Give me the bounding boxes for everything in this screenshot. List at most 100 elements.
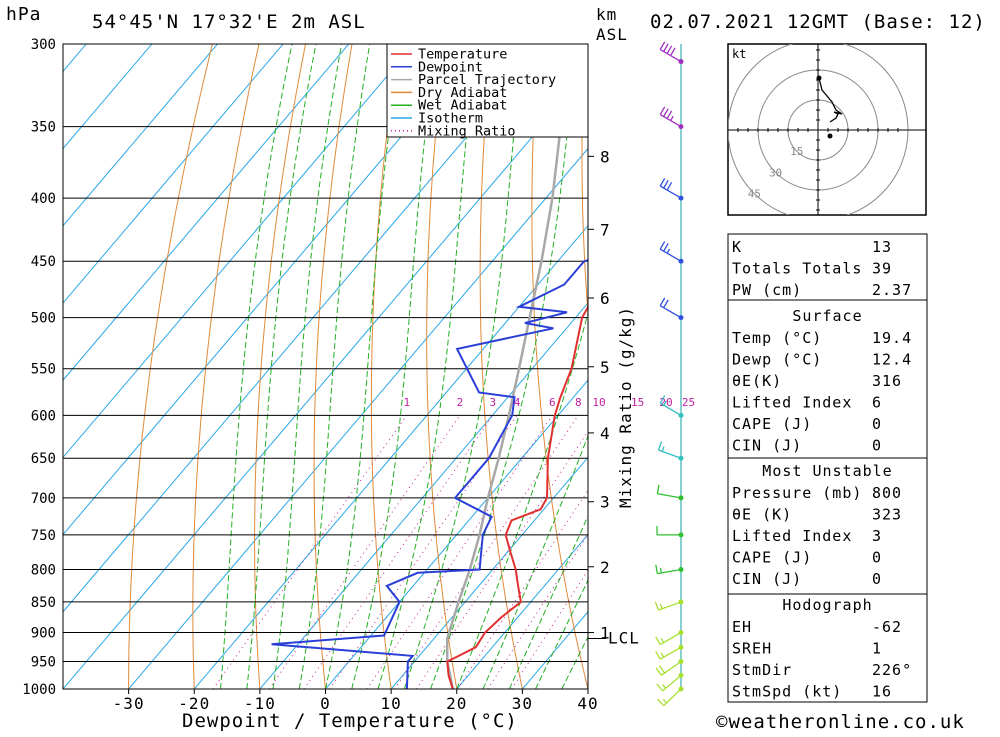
isotherm-line xyxy=(63,44,284,304)
wind-barb-flag xyxy=(663,400,667,406)
wet-adiabat-line xyxy=(535,579,588,689)
datetime-title: 02.07.2021 12GMT (Base: 12) xyxy=(650,11,986,33)
wind-barb-flag xyxy=(666,45,673,54)
surface-row-label: Dewp (°C) xyxy=(732,351,822,369)
dry-adiabat-line xyxy=(254,44,307,689)
most-unstable-table xyxy=(727,457,928,595)
isotherm-line xyxy=(390,456,588,689)
surface-row-value: 316 xyxy=(872,372,902,390)
wind-barb-flag xyxy=(670,115,674,121)
wind-profile xyxy=(654,41,684,707)
wind-barb-flag xyxy=(654,601,660,611)
wind-barb xyxy=(657,493,682,499)
wind-barb-flag xyxy=(661,684,667,689)
wind-barb-flag xyxy=(659,106,666,115)
indices-row-label: PW (cm) xyxy=(732,281,802,299)
most-unstable-row-value: 3 xyxy=(872,527,882,545)
wind-barb-flag xyxy=(655,564,659,574)
mixing-ratio-label: 10 xyxy=(592,396,605,409)
temperature-tick-label: -20 xyxy=(178,694,210,713)
wind-barb-flag xyxy=(659,395,666,404)
hodograph-ring-label: 15 xyxy=(790,145,803,158)
wind-barb-flag xyxy=(659,567,662,574)
most-unstable-row-value: 0 xyxy=(872,549,882,567)
temperature-axis: -30 -20 -10 0 10 20 30 40 xyxy=(113,689,598,713)
most-unstable-table-title: Most Unstable xyxy=(762,462,892,480)
temperature-tick-label: 40 xyxy=(577,694,598,713)
wind-barb-flag xyxy=(666,181,673,191)
pressure-axis: 300 350 400 450 500 550 600 650 700 750 800 850 900 9… xyxy=(22,37,56,698)
wind-barb-flag xyxy=(659,177,666,187)
surface-row-label: Lifted Index xyxy=(732,394,852,412)
pressure-lines xyxy=(63,44,588,689)
wind-barb-flag xyxy=(657,441,663,451)
wind-barb-flag xyxy=(663,179,669,189)
hodograph-top-point xyxy=(816,75,822,81)
wet-adiabat-line xyxy=(482,434,588,689)
copyright: ©weatheronline.co.uk xyxy=(716,711,965,733)
km-tick-label: 4 xyxy=(600,424,611,443)
wet-adiabat-line xyxy=(272,44,343,689)
wind-barb-flag xyxy=(663,243,669,252)
legend-entry: Mixing Ratio xyxy=(418,123,516,139)
hodograph-row-label: EH xyxy=(732,618,752,636)
most-unstable-row-value: 800 xyxy=(872,484,902,502)
hodograph: 15 30 45 kt xyxy=(727,43,927,216)
km-tick-label: 3 xyxy=(600,493,611,512)
pressure-tick-label: 750 xyxy=(31,528,56,544)
wind-barb-flag xyxy=(670,47,676,56)
legend-entry: Dewpoint xyxy=(418,59,483,75)
mixing-ratio-label: 15 xyxy=(631,396,644,409)
wind-barb-flag xyxy=(663,108,669,117)
dry-adiabat-line xyxy=(313,44,353,689)
pressure-tick-label: 900 xyxy=(31,626,56,642)
surface-row-value: 0 xyxy=(872,415,882,433)
most-unstable-row-value: 0 xyxy=(872,570,882,588)
pressure-tick-label: 850 xyxy=(31,595,56,611)
pressure-tick-label: 400 xyxy=(31,191,56,207)
wet-adiabat-line xyxy=(220,44,293,689)
most-unstable-row-value: 323 xyxy=(872,506,902,524)
wind-barb-flag xyxy=(662,698,668,704)
pressure-tick-label: 300 xyxy=(31,37,56,53)
mixing-ratio-label: 3 xyxy=(490,396,497,409)
legend-entry: Dry Adiabat xyxy=(418,85,507,101)
hodograph-unit-label: kt xyxy=(732,47,746,61)
indices-row-value: 39 xyxy=(872,260,892,278)
mixing-ratio-label: 2 xyxy=(457,396,464,409)
hodograph-table xyxy=(727,593,928,703)
wind-barb-flag xyxy=(661,446,665,452)
wind-barb xyxy=(659,305,682,319)
wind-barb xyxy=(659,248,682,262)
wet-adiabat-line xyxy=(325,44,402,689)
pressure-tick-label: 950 xyxy=(31,655,56,671)
wind-barb-flag xyxy=(658,665,666,674)
pressure-tick-label: 550 xyxy=(31,362,56,378)
surface-row-value: 0 xyxy=(872,437,882,455)
surface-row-label: Temp (°C) xyxy=(732,329,822,347)
wind-barb-flag xyxy=(660,652,665,658)
pressure-tick-label: 800 xyxy=(31,562,56,578)
pressure-tick-label: 700 xyxy=(31,491,56,507)
isotherm-line xyxy=(127,147,588,689)
wet-adiabat-line xyxy=(508,514,588,689)
surface-row-value: 6 xyxy=(872,394,882,412)
wind-barb-flag xyxy=(659,603,663,609)
dry-adiabat-line xyxy=(479,44,523,689)
km-tick-label: 1 xyxy=(600,624,611,643)
hodograph-row-value: 16 xyxy=(872,683,892,701)
temperature-line xyxy=(446,304,588,689)
pressure-tick-label: 650 xyxy=(31,451,56,467)
dry-adiabat-line xyxy=(192,44,260,689)
most-unstable-row-label: Pressure (mb) xyxy=(732,484,862,502)
wet-adiabat-line xyxy=(351,44,437,689)
hodograph-row-label: StmDir xyxy=(732,661,792,679)
mixing-ratio-label: 1 xyxy=(404,396,411,409)
mixing-ratio-label: 25 xyxy=(682,396,695,409)
indices-row-label: K xyxy=(732,238,742,256)
indices-row-value: 13 xyxy=(872,238,892,256)
location-title: 54°45'N 17°32'E 2m ASL xyxy=(92,11,366,33)
temperature-tick-label: -30 xyxy=(113,694,145,713)
isotherm-line xyxy=(63,70,588,689)
